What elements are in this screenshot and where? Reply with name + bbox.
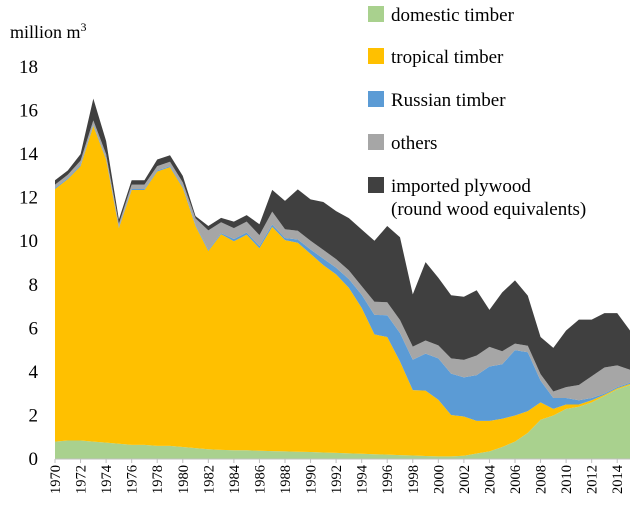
area-layers: [55, 98, 630, 459]
y-tick-label: 10: [19, 231, 38, 252]
x-tick-label: 1974: [99, 464, 115, 494]
y-tick-label: 6: [29, 318, 39, 339]
y-axis-unit-text: million m: [10, 22, 81, 42]
legend-label-4: imported plywood: [391, 176, 531, 197]
y-tick-label: 2: [29, 405, 39, 426]
area-series-4: [55, 98, 630, 392]
x-tick-label: 1980: [176, 465, 192, 494]
legend-label-2: Russian timber: [391, 90, 506, 111]
y-tick-label: 18: [19, 57, 38, 78]
x-tick-label: 1996: [380, 465, 396, 494]
y-tick-label: 14: [19, 144, 39, 165]
x-tick-label: 2004: [482, 464, 498, 494]
x-tick-label: 2002: [457, 465, 473, 494]
y-tick-label: 16: [19, 101, 38, 122]
y-axis-unit-label: million m3: [10, 20, 87, 42]
x-tick-label: 1982: [201, 465, 217, 494]
x-tick-label: 1972: [74, 465, 90, 494]
x-tick-label: 1986: [252, 465, 268, 494]
x-tick-label: 1990: [304, 465, 320, 494]
x-tick-label: 2014: [610, 464, 626, 494]
y-axis-unit-superscript: 3: [81, 20, 87, 34]
area-series-0: [55, 384, 630, 459]
x-tick-label: 1998: [406, 465, 422, 494]
x-tick-label: 1978: [150, 465, 166, 494]
legend-label-0: domestic timber: [391, 5, 515, 26]
legend: domestic timber tropical timber Russian ti…: [368, 5, 586, 220]
area-series-1: [55, 125, 630, 457]
x-tick-label: 1976: [125, 465, 141, 494]
legend-swatch-0: [368, 6, 384, 22]
y-tick-label: 8: [29, 275, 39, 296]
x-tick-label: 1994: [355, 464, 371, 494]
x-tick-label: 2000: [431, 465, 447, 494]
x-tick-label: 1988: [278, 465, 294, 494]
legend-swatch-2: [368, 91, 384, 107]
x-tick-label: 1970: [48, 465, 64, 494]
y-tick-label: 4: [29, 362, 39, 383]
x-tick-label: 2010: [559, 465, 575, 494]
x-tick-label: 1992: [329, 465, 345, 494]
x-tick-label: 2012: [585, 465, 601, 494]
legend-label-4: (round wood equivalents): [391, 199, 586, 220]
y-tick-label: 12: [19, 188, 38, 209]
axes: 0 2 4 6 8 10 12 14 16 18 1970 1972 1974 1976 1978 1980 1…: [19, 57, 630, 494]
legend-label-1: tropical timber: [391, 47, 504, 68]
x-tick-label: 1984: [227, 464, 243, 494]
legend-label-3: others: [391, 133, 437, 154]
legend-swatch-3: [368, 134, 384, 150]
x-tick-label: 2008: [534, 465, 550, 494]
legend-swatch-4: [368, 177, 384, 193]
legend-swatch-1: [368, 48, 384, 64]
x-tick-label: 2006: [508, 465, 524, 494]
y-tick-label: 0: [29, 449, 39, 470]
